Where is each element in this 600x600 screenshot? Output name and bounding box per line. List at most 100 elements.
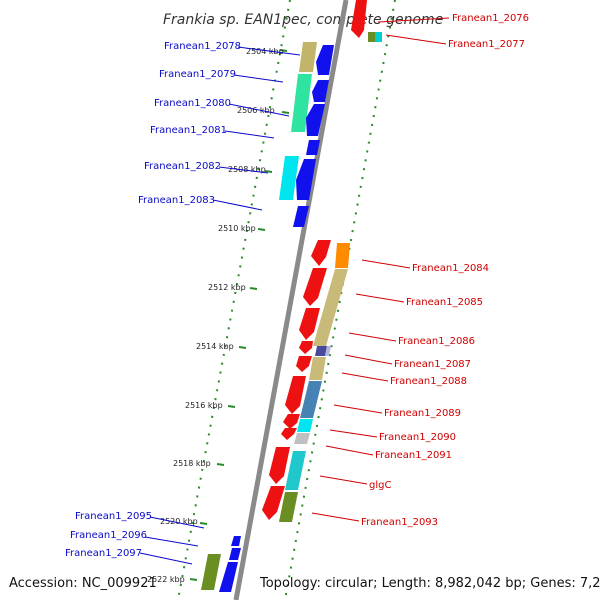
gene-label-franean1-2078[interactable]: Franean1_2078: [164, 41, 241, 52]
gene-label-franean1-2097[interactable]: Franean1_2097: [65, 548, 142, 559]
tick-label: 2506 kbp: [237, 106, 275, 115]
gene-label-franean1-2096[interactable]: Franean1_2096: [70, 530, 147, 541]
label-leader-line: [149, 516, 205, 529]
gene-franean1-2081[interactable]: [306, 140, 320, 155]
gene-franean1-2078[interactable]: [316, 45, 334, 75]
gene-label-franean1-2088[interactable]: Franean1_2088: [390, 376, 467, 387]
label-leader-line: [333, 404, 383, 414]
func-bar: [294, 433, 310, 444]
tick-label: 2512 kbp: [208, 283, 246, 292]
gene-franean1-2097[interactable]: [219, 562, 238, 592]
gene-franean1-2085[interactable]: [303, 268, 327, 306]
topology-text: Topology: circular; Length: 8,982,042 bp…: [259, 576, 600, 591]
gene-franean1-2080[interactable]: [306, 104, 325, 136]
label-leader-line: [233, 74, 284, 83]
gene-label-franean1-2077[interactable]: Franean1_2077: [448, 39, 525, 50]
label-leader-line: [144, 536, 199, 547]
gene-label-franean1-2087[interactable]: Franean1_2087: [394, 359, 471, 370]
func-bar: [299, 42, 317, 72]
gene-label-franean1-2081[interactable]: Franean1_2081: [150, 125, 227, 136]
func-bar: [309, 357, 326, 380]
label-leader-line: [348, 332, 397, 342]
tick-label: 2508 kbp: [228, 165, 266, 174]
gene-franean1-2089[interactable]: [285, 376, 306, 414]
gene-franean1-2079[interactable]: [312, 80, 329, 102]
label-leader-line: [311, 512, 360, 522]
gene-franean1-2083[interactable]: [293, 206, 309, 227]
func-bar: [201, 554, 221, 590]
right-gene-labels: Franean1_2076 Franean1_2077 Franean1_208…: [361, 13, 529, 528]
gene-franean1-2095[interactable]: [231, 536, 241, 546]
label-leader-line: [319, 475, 368, 485]
gene-franean1-2076[interactable]: [351, 0, 367, 38]
label-leader-line: [329, 429, 378, 438]
label-leader-line: [224, 130, 275, 139]
gene-label-franean1-2085[interactable]: Franean1_2085: [406, 297, 483, 308]
tick-mark: [227, 405, 236, 408]
tick-mark: [216, 463, 225, 466]
label-leader-line: [385, 34, 447, 45]
gene-label-franean1-2079[interactable]: Franean1_2079: [159, 69, 236, 80]
gene-label-franean1-2084[interactable]: Franean1_2084: [412, 263, 489, 274]
gene-franean1-2093[interactable]: [262, 486, 285, 520]
gene-franean1-2086[interactable]: [299, 308, 320, 340]
gene-franean1-2084[interactable]: [311, 240, 331, 266]
tick-marks: [189, 49, 290, 581]
tick-labels: 2504 kbp 2506 kbp 2508 kbp 2510 kbp 2512…: [147, 47, 284, 584]
func-bar: [279, 492, 298, 522]
gene-franean1-2087[interactable]: [299, 341, 313, 354]
tick-mark: [249, 287, 258, 290]
tick-mark: [279, 49, 288, 52]
func-bar: [297, 419, 313, 432]
label-leader-line: [218, 166, 269, 174]
gene-franean1-2096[interactable]: [229, 548, 241, 560]
label-leader-line: [361, 259, 411, 269]
left-leaders: [139, 46, 301, 565]
gene-label-glgc[interactable]: glgC: [369, 480, 391, 491]
map-title: Frankia sp. EAN1pec, complete genome: [163, 12, 443, 28]
label-leader-line: [344, 354, 393, 365]
func-bar: [375, 32, 382, 42]
gene-franean1-2090[interactable]: [283, 414, 300, 429]
gene-label-franean1-2091[interactable]: Franean1_2091: [375, 450, 452, 461]
func-bar: [279, 156, 299, 200]
label-leader-line: [377, 17, 450, 23]
label-leader-line: [341, 372, 389, 382]
tick-mark: [264, 170, 273, 173]
gene-label-franean1-2093[interactable]: Franean1_2093: [361, 517, 438, 528]
reverse-strand-genes: [219, 45, 334, 592]
func-bar: [315, 346, 327, 356]
accession-text: Accession: NC_009921: [9, 576, 157, 591]
label-leader-line: [325, 445, 374, 456]
tick-mark: [281, 111, 290, 114]
func-bar: [285, 451, 306, 490]
genome-backbone: [233, 0, 349, 600]
gene-label-franean1-2080[interactable]: Franean1_2080: [154, 98, 231, 109]
tick-mark: [189, 578, 198, 581]
tick-label: 2520 kbp: [160, 517, 198, 526]
functional-track: [201, 32, 382, 590]
label-leader-line: [237, 46, 301, 56]
tick-label: 2522 kbp: [147, 575, 185, 584]
label-leader-line: [355, 293, 405, 303]
gene-label-franean1-2089[interactable]: Franean1_2089: [384, 408, 461, 419]
tick-mark: [257, 228, 266, 231]
gene-franean1-2082[interactable]: [296, 159, 316, 200]
gene-label-franean1-2086[interactable]: Franean1_2086: [398, 336, 475, 347]
tick-label: 2504 kbp: [246, 47, 284, 56]
gene-glgc[interactable]: [269, 447, 290, 484]
gene-franean1-2088[interactable]: [296, 356, 312, 372]
tick-label: 2514 kbp: [196, 342, 234, 351]
gene-label-franean1-2083[interactable]: Franean1_2083: [138, 195, 215, 206]
label-leader-line: [212, 199, 263, 211]
func-bar: [325, 346, 331, 356]
tick-mark: [199, 522, 208, 525]
gene-label-franean1-2076[interactable]: Franean1_2076: [452, 13, 529, 24]
label-leader-line: [228, 103, 290, 117]
gene-label-franean1-2090[interactable]: Franean1_2090: [379, 432, 456, 443]
gene-label-franean1-2095[interactable]: Franean1_2095: [75, 511, 152, 522]
func-bar: [335, 243, 350, 268]
gene-label-franean1-2082[interactable]: Franean1_2082: [144, 161, 221, 172]
gene-franean1-2091[interactable]: [281, 428, 297, 440]
